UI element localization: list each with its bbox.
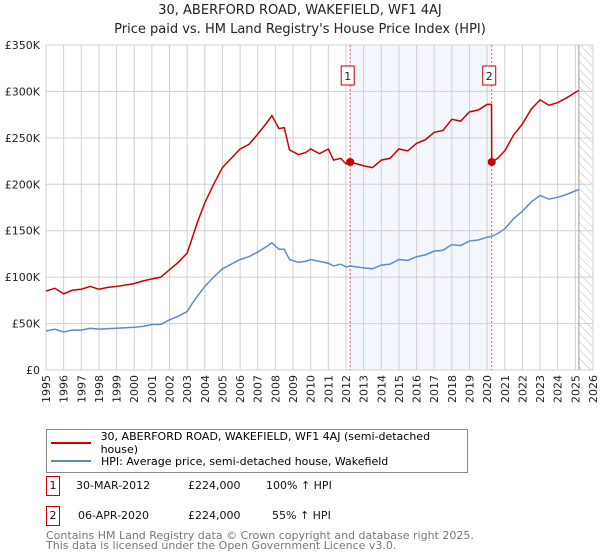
sale-point [487,158,496,166]
legend-label: HPI: Average price, semi-detached house,… [101,454,389,468]
y-tick-label: £0 [26,364,40,377]
x-tick-label: 2024 [552,375,565,403]
x-tick-label: 2010 [305,375,318,403]
x-tick-label: 1999 [111,375,124,403]
chart-subtitle: Price paid vs. HM Land Registry's House … [114,22,486,37]
x-tick-label: 2013 [358,375,371,403]
x-tick-label: 2011 [322,375,335,403]
legend-swatch-blue [51,460,91,462]
x-tick-label: 1997 [75,375,88,403]
legend-item-hpi: HPI: Average price, semi-detached house,… [51,454,388,468]
sale-marker-2: 2 [46,506,60,526]
sale-date: 30-MAR-2012 [76,479,151,492]
x-tick-label: 2016 [411,375,424,403]
sale-marker-1: 1 [46,476,60,496]
legend-label: 30, ABERFORD ROAD, WAKEFIELD, WF1 4AJ (s… [100,430,431,456]
y-tick-label: £350K [5,39,41,52]
x-tick-label: 2020 [481,375,494,403]
x-tick-label: 2023 [534,375,547,403]
shaded-ownership-period [350,45,492,370]
annotation-box [482,65,497,86]
legend-item-property: 30, ABERFORD ROAD, WAKEFIELD, WF1 4AJ (s… [51,430,467,456]
y-tick-label: £50K [12,318,41,331]
x-tick-label: 1996 [58,375,71,403]
x-tick-label: 2017 [428,375,441,403]
footer-line: Contains HM Land Registry data © Crown c… [46,529,474,542]
sale-price: £224,000 [188,479,241,492]
property-price-line [45,89,580,295]
sale-hpi: 55% ↑ HPI [272,509,331,522]
x-tick-label: 2004 [199,375,212,403]
footer-line: This data is licensed under the Open Gov… [46,539,397,552]
x-tick-label: 1998 [93,375,106,403]
sale-hpi: 100% ↑ HPI [266,479,332,492]
y-tick-label: £200K [5,178,41,191]
x-tick-label: 2012 [340,375,353,403]
legend-swatch-red [51,442,91,444]
hatched-future-region [578,45,593,370]
sale-price: £224,000 [188,509,241,522]
chart-title: 30, ABERFORD ROAD, WAKEFIELD, WF1 4AJ [158,3,442,18]
annotation-box [340,65,355,86]
x-tick-label: 2001 [146,375,159,403]
x-tick-label: 2009 [287,375,300,403]
footer: Contains HM Land Registry data © Crown c… [46,529,474,552]
x-tick-label: 2000 [128,375,141,403]
x-tick-label: 2008 [269,375,282,403]
x-tick-label: 2018 [446,375,459,403]
x-tick-label: 2015 [393,375,406,403]
hpi-line [45,189,580,333]
x-tick-label: 2003 [181,375,194,403]
y-tick-label: £150K [5,225,41,238]
x-tick-label: 2006 [234,375,247,403]
x-tick-label: 2005 [216,375,229,403]
y-tick-label: £250K [5,132,41,145]
sale-date: 06-APR-2020 [78,509,150,522]
y-tick-label: £100K [5,271,41,284]
x-tick-label: 2007 [252,375,265,403]
x-tick-label: 2014 [375,375,388,403]
y-tick-label: £300K [5,85,41,98]
x-tick-label: 2022 [516,375,529,403]
x-tick-label: 1995 [40,375,53,403]
annotation-label: 2 [486,70,493,83]
x-tick-label: 2021 [499,375,512,403]
x-tick-label: 2002 [164,375,177,403]
legend: 30, ABERFORD ROAD, WAKEFIELD, WF1 4AJ (s… [46,429,468,473]
x-tick-label: 2019 [463,375,476,403]
plot-area: 1995 1996 1997 1998 1999 2000 2001 2002 2003 2004… [5,39,600,403]
x-tick-label: 2026 [587,375,600,403]
annotation-label: 1 [344,70,351,83]
x-tick-label: 2025 [569,375,582,403]
sale-point [346,158,355,166]
